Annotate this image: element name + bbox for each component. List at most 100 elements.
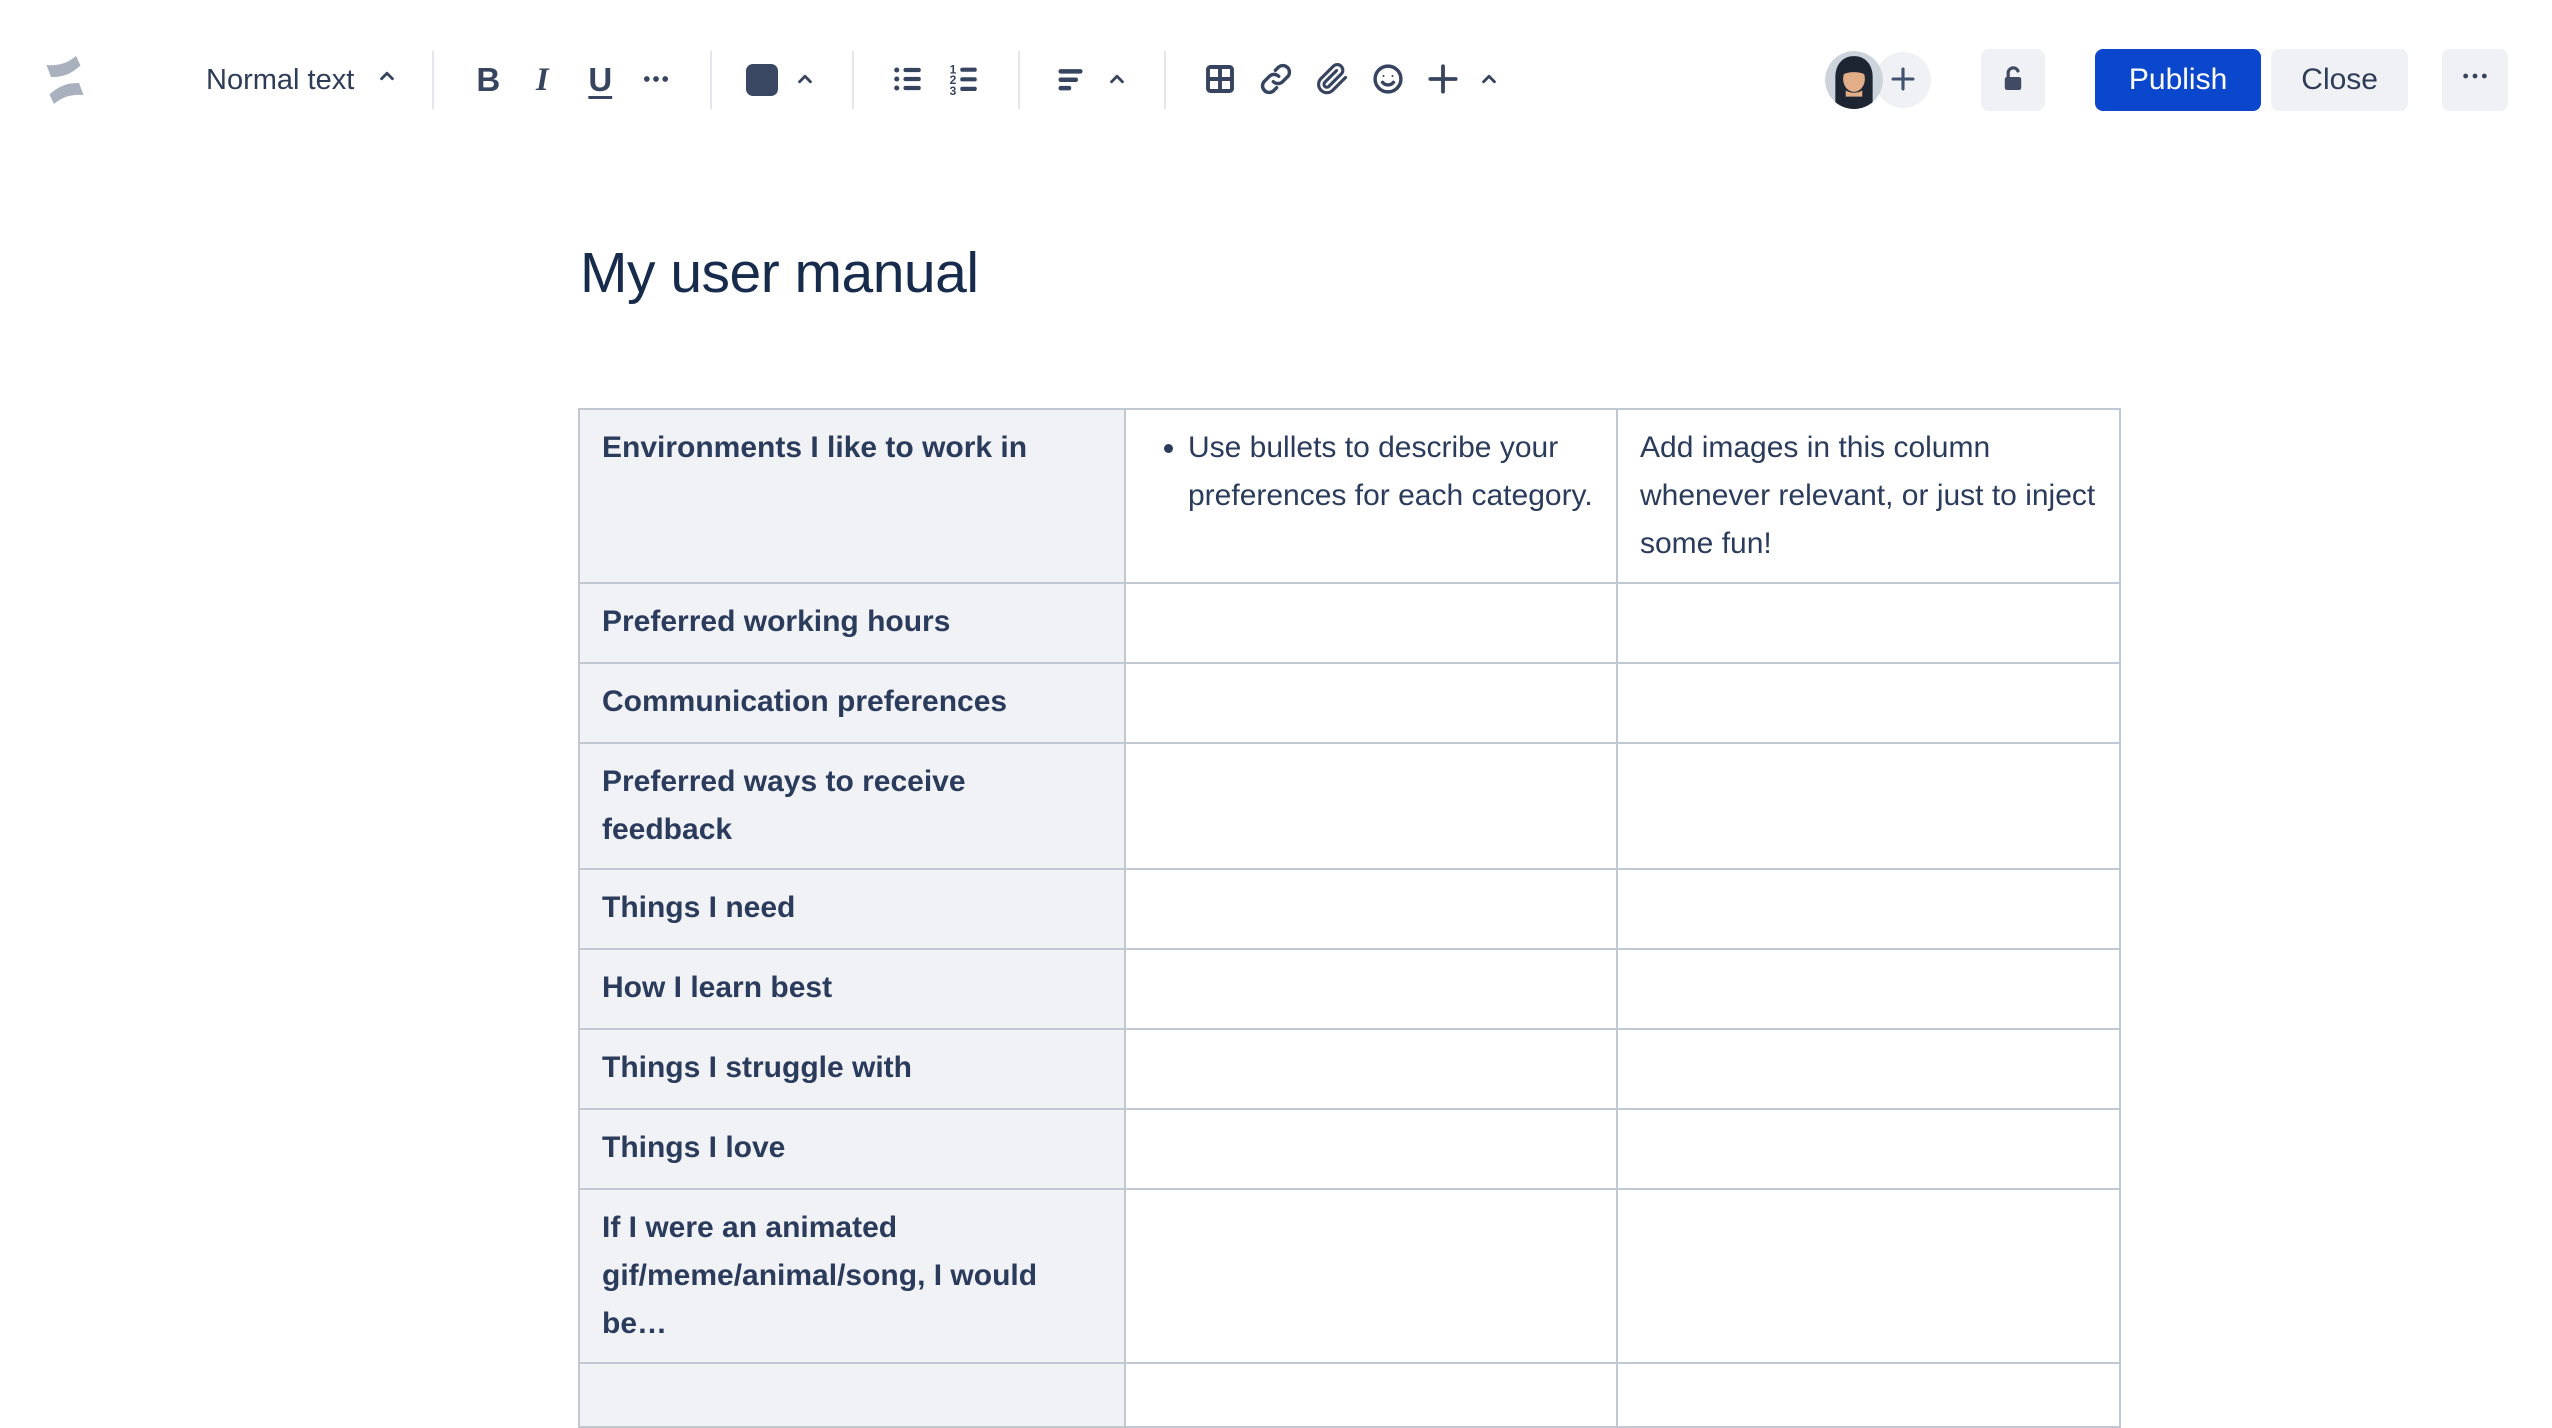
- close-label: Close: [2301, 63, 2378, 96]
- numbered-list-icon: 1 2 3: [946, 61, 982, 100]
- user-manual-table: Environments I like to work in Use bullet…: [578, 408, 2121, 1428]
- table-row: [578, 1362, 2121, 1428]
- row-label-cell[interactable]: Things I need: [578, 868, 1126, 950]
- row-label-cell[interactable]: If I were an animated gif/meme/animal/so…: [578, 1188, 1126, 1364]
- chevron-up-icon: [1104, 66, 1130, 95]
- underline-icon: U: [588, 61, 613, 98]
- user-manual-table-body: Environments I like to work in Use bullet…: [578, 408, 2121, 1428]
- more-formatting-button[interactable]: [628, 50, 684, 110]
- page-title[interactable]: My user manual: [580, 241, 979, 305]
- bullet-item[interactable]: Use bullets to describe your preferences…: [1188, 424, 1594, 520]
- attach-file-button[interactable]: [1304, 50, 1360, 110]
- preferences-cell[interactable]: [1124, 868, 1618, 950]
- images-cell[interactable]: [1616, 868, 2121, 950]
- confluence-logo-icon: [36, 53, 94, 107]
- plus-icon: [1886, 62, 1920, 99]
- bold-button[interactable]: B: [460, 50, 516, 110]
- add-collaborator-button[interactable]: [1874, 52, 1931, 108]
- bullet-list-button[interactable]: [880, 50, 936, 110]
- link-icon: [1258, 61, 1294, 100]
- text-style-label: Normal text: [206, 63, 355, 96]
- italic-button[interactable]: I: [516, 50, 572, 110]
- toolbar-divider: [1164, 51, 1167, 109]
- table-row: Environments I like to work in Use bullet…: [578, 408, 2121, 584]
- row-label-cell[interactable]: [578, 1362, 1126, 1428]
- emoji-smiley-icon: [1370, 61, 1406, 100]
- images-cell[interactable]: [1616, 1028, 2121, 1110]
- align-left-icon: [1054, 61, 1090, 100]
- bullet-list: Use bullets to describe your preferences…: [1148, 424, 1594, 520]
- toolbar-divider: [710, 51, 713, 109]
- underline-button[interactable]: U: [572, 50, 628, 110]
- publish-button[interactable]: Publish: [2094, 49, 2262, 111]
- toolbar-divider: [852, 51, 855, 109]
- preferences-cell[interactable]: Use bullets to describe your preferences…: [1124, 408, 1618, 584]
- table-row: Things I need: [578, 868, 2121, 950]
- table-row: Things I love: [578, 1108, 2121, 1190]
- text-style-dropdown[interactable]: Normal text: [200, 50, 406, 110]
- more-options-button[interactable]: [2442, 49, 2508, 111]
- editor-toolbar: Normal text B I U: [0, 0, 2552, 136]
- images-cell[interactable]: [1616, 948, 2121, 1030]
- preferences-cell[interactable]: [1124, 662, 1618, 744]
- preferences-cell[interactable]: [1124, 1108, 1618, 1190]
- bullet-list-icon: [890, 61, 926, 100]
- paperclip-icon: [1314, 61, 1350, 100]
- close-button[interactable]: Close: [2271, 49, 2408, 111]
- row-label-cell[interactable]: Things I love: [578, 1108, 1126, 1190]
- insert-link-button[interactable]: [1248, 50, 1304, 110]
- unlocked-padlock-icon: [1996, 62, 2030, 99]
- insert-table-button[interactable]: [1192, 50, 1248, 110]
- row-label-cell[interactable]: Preferred working hours: [578, 582, 1126, 664]
- insert-menu-dropdown[interactable]: [1416, 50, 1510, 110]
- chevron-up-icon: [792, 66, 818, 95]
- images-cell[interactable]: [1616, 1108, 2121, 1190]
- toolbar-divider: [432, 51, 435, 109]
- row-label-cell[interactable]: Communication preferences: [578, 662, 1126, 744]
- publish-label: Publish: [2128, 63, 2228, 96]
- chevron-up-icon: [374, 63, 400, 97]
- toolbar-divider: [1018, 51, 1021, 109]
- italic-icon: I: [535, 61, 549, 98]
- preferences-cell[interactable]: [1124, 1028, 1618, 1110]
- table-row: Preferred ways to receive feedback: [578, 742, 2121, 870]
- images-cell[interactable]: [1616, 662, 2121, 744]
- images-cell[interactable]: [1616, 1188, 2121, 1364]
- ellipsis-icon: [639, 62, 673, 99]
- collaborator-avatar[interactable]: [1824, 51, 1883, 109]
- alignment-dropdown[interactable]: [1046, 50, 1138, 110]
- preferences-cell[interactable]: [1124, 742, 1618, 870]
- images-cell[interactable]: [1616, 1362, 2121, 1428]
- color-swatch-icon: [746, 64, 779, 96]
- formatting-toolbar: Normal text B I U: [200, 50, 1510, 110]
- text-color-dropdown[interactable]: [738, 50, 826, 110]
- table-row: Preferred working hours: [578, 582, 2121, 664]
- preferences-cell[interactable]: [1124, 582, 1618, 664]
- table-row: If I were an animated gif/meme/animal/so…: [578, 1188, 2121, 1364]
- svg-text:2: 2: [950, 73, 957, 87]
- plus-icon: [1424, 60, 1462, 101]
- chevron-up-icon: [1476, 66, 1502, 95]
- images-cell[interactable]: [1616, 582, 2121, 664]
- emoji-button[interactable]: [1360, 50, 1416, 110]
- svg-text:3: 3: [950, 83, 957, 96]
- restrictions-button[interactable]: [1980, 49, 2045, 111]
- page-editor-content: My user manual Environments I like to wo…: [578, 136, 2123, 1428]
- ellipsis-icon: [2459, 60, 2491, 100]
- bold-icon: B: [476, 61, 501, 98]
- table-row: Things I struggle with: [578, 1028, 2121, 1110]
- row-label-cell[interactable]: Environments I like to work in: [578, 408, 1126, 584]
- preferences-cell[interactable]: [1124, 1188, 1618, 1364]
- row-label-cell[interactable]: How I learn best: [578, 948, 1126, 1030]
- header-actions: Publish Close: [1824, 49, 2508, 111]
- images-cell[interactable]: [1616, 742, 2121, 870]
- table-row: How I learn best: [578, 948, 2121, 1030]
- table-icon: [1202, 61, 1238, 100]
- svg-text:1: 1: [950, 62, 957, 76]
- preferences-cell[interactable]: [1124, 948, 1618, 1030]
- images-cell[interactable]: Add images in this column whenever relev…: [1616, 408, 2121, 584]
- row-label-cell[interactable]: Things I struggle with: [578, 1028, 1126, 1110]
- preferences-cell[interactable]: [1124, 1362, 1618, 1428]
- numbered-list-button[interactable]: 1 2 3: [936, 50, 992, 110]
- row-label-cell[interactable]: Preferred ways to receive feedback: [578, 742, 1126, 870]
